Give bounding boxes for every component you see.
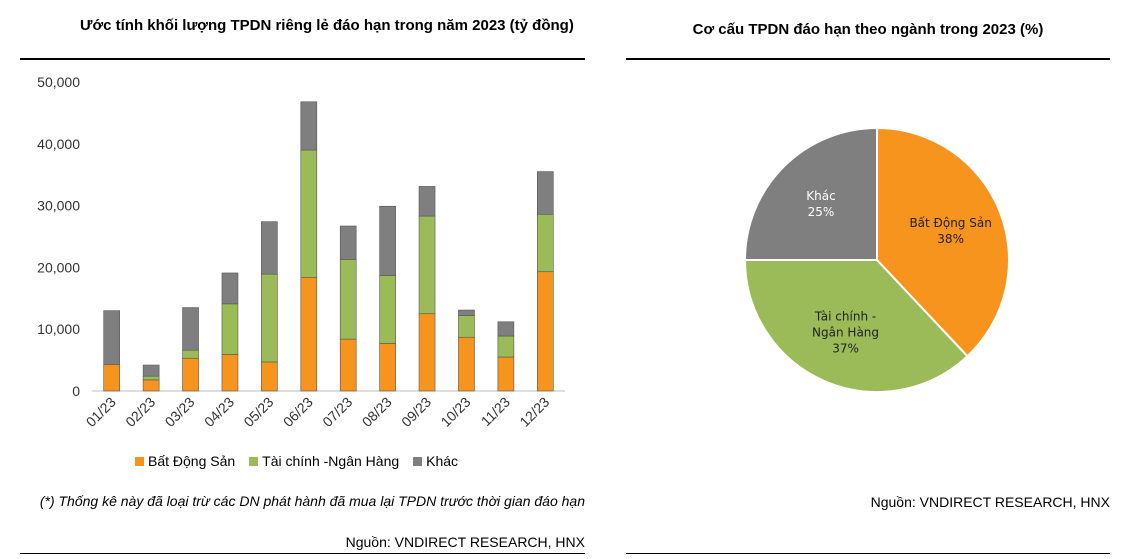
- bar-segment-tcnh: [379, 275, 396, 344]
- pie-data-label: 37%: [832, 342, 859, 356]
- y-tick-label: 30,000: [37, 198, 80, 214]
- y-tick-label: 0: [72, 383, 80, 399]
- bar-segment-khac: [142, 364, 160, 377]
- x-tick-label: 09/23: [398, 394, 434, 430]
- pie-data-label: Ngân Hàng: [812, 326, 879, 340]
- legend-swatch-tcnh: [249, 456, 259, 466]
- bar-segment-bds: [182, 357, 199, 392]
- left-top-rule: [20, 58, 585, 60]
- bar-segment-khac: [103, 310, 121, 365]
- pie-data-label: 38%: [937, 232, 964, 246]
- chart-legend: Bất Động Sản Tài chính -Ngân Hàng Khác: [135, 453, 458, 469]
- x-tick-label: 02/23: [122, 394, 158, 430]
- bar-segment-bds: [458, 336, 475, 392]
- x-tick-label: 07/23: [319, 394, 355, 430]
- bar-segment-bds: [536, 271, 554, 392]
- bar-segment-bds: [300, 276, 318, 392]
- x-tick-label: 04/23: [201, 394, 237, 430]
- bar-segment-bds: [103, 364, 121, 392]
- pie-chart: Bất Động Sản 38% Tài chính - Ngân Hàng 37% Kh…: [743, 126, 1010, 393]
- bar-segment-bds: [142, 379, 160, 392]
- bar-segment-khac: [536, 171, 554, 215]
- x-tick-label: 11/23: [478, 394, 514, 430]
- legend-swatch-khac: [413, 456, 423, 466]
- right-top-rule: [626, 58, 1110, 60]
- legend-label-tcnh: Tài chính -Ngân Hàng: [262, 453, 400, 469]
- bar-segment-tcnh: [339, 259, 357, 340]
- bar-segment-bds: [379, 343, 396, 392]
- legend-label-khac: Khác: [426, 453, 459, 469]
- pie-data-label: 25%: [808, 205, 835, 219]
- bar-segment-khac: [379, 205, 396, 276]
- bar-segment-bds: [221, 354, 239, 392]
- bar-segment-tcnh: [458, 315, 475, 338]
- x-tick-label: 06/23: [280, 394, 316, 430]
- bar-segment-khac: [182, 307, 199, 351]
- left-source: Nguồn: VNDIRECT RESEARCH, HNX: [345, 534, 585, 550]
- bar-segment-khac: [261, 221, 278, 275]
- left-chart-title: Ước tính khối lượng TPDN riêng lẻ đáo hạ…: [80, 17, 574, 34]
- bar-segment-bds: [339, 338, 357, 392]
- left-footnote: (*) Thống kê này đã loại trừ các DN phát…: [39, 493, 585, 509]
- legend-label-bds: Bất Động Sản: [148, 453, 236, 469]
- bar-segment-tcnh: [497, 335, 515, 358]
- right-source: Nguồn: VNDIRECT RESEARCH, HNX: [870, 494, 1110, 510]
- y-tick-label: 40,000: [37, 136, 80, 152]
- x-tick-label: 05/23: [240, 394, 276, 430]
- x-tick-label: 03/23: [162, 394, 198, 430]
- bar-segment-khac: [458, 309, 475, 316]
- y-tick-label: 20,000: [37, 259, 80, 275]
- bar-segment-khac: [497, 321, 515, 337]
- legend-item-tcnh: Tài chính -Ngân Hàng: [249, 453, 399, 469]
- bar-segment-tcnh: [221, 303, 239, 355]
- bar-segment-bds: [418, 313, 436, 392]
- bar-segment-khac: [221, 272, 239, 305]
- x-tick-label: 01/23: [83, 394, 119, 430]
- legend-item-bds: Bất Động Sản: [135, 453, 235, 469]
- bar-segment-tcnh: [261, 273, 278, 363]
- bar-segment-bds: [497, 356, 515, 392]
- x-tick-label: 10/23: [437, 394, 473, 430]
- bar-segment-khac: [418, 186, 436, 217]
- stacked-bar-chart: 0 10,000 20,000 30,000 40,000 50,000 01/23 02/2…: [37, 74, 565, 430]
- right-chart-title: Cơ cấu TPDN đáo hạn theo ngành trong 202…: [692, 21, 1044, 38]
- pie-data-label: Khác: [806, 189, 835, 203]
- bar-segment-tcnh: [536, 213, 554, 273]
- y-tick-label: 50,000: [37, 74, 80, 90]
- bar-segment-khac: [300, 101, 318, 151]
- bar-segment-khac: [339, 225, 357, 260]
- pie-slice-tcnh: [743, 259, 969, 393]
- y-tick-label: 10,000: [37, 321, 80, 337]
- x-tick-label: 08/23: [359, 394, 395, 430]
- legend-swatch-bds: [135, 456, 144, 466]
- bar-segment-tcnh: [418, 215, 436, 315]
- bar-segment-tcnh: [182, 349, 199, 359]
- pie-slice-khac: [743, 126, 878, 261]
- pie-data-label: Bất Động Sản: [909, 216, 991, 230]
- pie-slice-bds: [876, 126, 1010, 358]
- bar-segment-bds: [261, 361, 278, 392]
- bar-segment-tcnh: [300, 149, 318, 278]
- right-bottom-rule: [626, 553, 1110, 554]
- x-tick-label: 12/23: [516, 394, 552, 430]
- bar-segment-tcnh: [142, 375, 160, 381]
- pie-data-label: Tài chính -: [814, 310, 876, 324]
- legend-item-khac: Khác: [413, 453, 458, 469]
- left-bottom-rule: [20, 553, 585, 554]
